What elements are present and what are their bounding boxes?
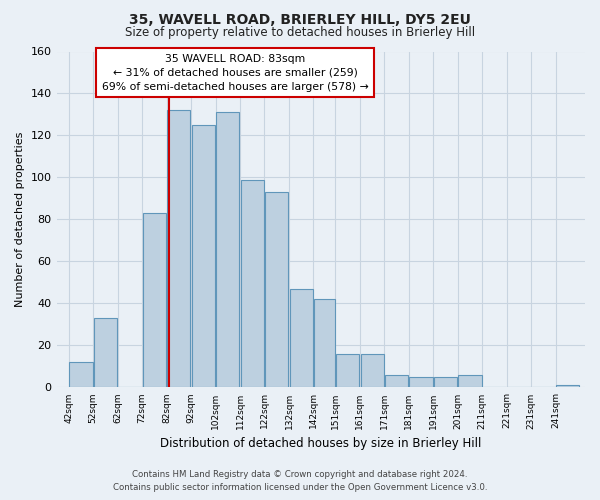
Y-axis label: Number of detached properties: Number of detached properties bbox=[15, 132, 25, 307]
Bar bbox=[70, 362, 92, 388]
Bar bbox=[94, 318, 117, 388]
Bar bbox=[314, 299, 335, 388]
Bar bbox=[167, 110, 190, 388]
Bar bbox=[434, 377, 457, 388]
Bar bbox=[290, 289, 313, 388]
Bar bbox=[409, 377, 433, 388]
Bar bbox=[336, 354, 359, 388]
Bar bbox=[143, 213, 166, 388]
Bar bbox=[265, 192, 289, 388]
Text: Contains HM Land Registry data © Crown copyright and database right 2024.
Contai: Contains HM Land Registry data © Crown c… bbox=[113, 470, 487, 492]
Text: 35, WAVELL ROAD, BRIERLEY HILL, DY5 2EU: 35, WAVELL ROAD, BRIERLEY HILL, DY5 2EU bbox=[129, 12, 471, 26]
Bar bbox=[385, 375, 408, 388]
Bar bbox=[241, 180, 264, 388]
Bar bbox=[192, 125, 215, 388]
X-axis label: Distribution of detached houses by size in Brierley Hill: Distribution of detached houses by size … bbox=[160, 437, 481, 450]
Bar bbox=[361, 354, 384, 388]
Bar bbox=[458, 375, 482, 388]
Bar bbox=[556, 386, 580, 388]
Bar bbox=[216, 112, 239, 388]
Text: Size of property relative to detached houses in Brierley Hill: Size of property relative to detached ho… bbox=[125, 26, 475, 39]
Text: 35 WAVELL ROAD: 83sqm
← 31% of detached houses are smaller (259)
69% of semi-det: 35 WAVELL ROAD: 83sqm ← 31% of detached … bbox=[102, 54, 368, 92]
